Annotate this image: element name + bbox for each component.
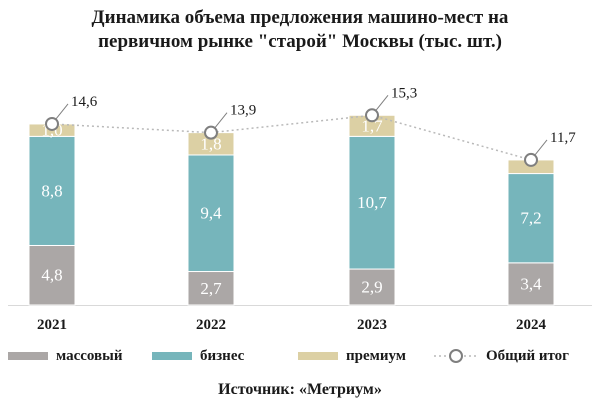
total-leader-2021 (55, 103, 69, 120)
chart-title-line-2: первичном рынке "старой" Москвы (тыс. шт… (98, 31, 502, 52)
total-label-2022: 13,9 (230, 103, 256, 119)
total-leader-2023 (375, 94, 389, 111)
total-label-2021: 14,6 (71, 94, 98, 110)
legend-label-mass: массовый (56, 348, 123, 364)
x-tick-label-2021: 2021 (37, 317, 67, 333)
legend-label-total: Общий итог (486, 348, 569, 364)
total-marker-2021 (45, 116, 59, 131)
legend-swatch-premium (298, 352, 338, 360)
data-label-mass-2022: 2,7 (200, 279, 222, 298)
chart-title-line-1: Динамика объема предложения машино-мест … (91, 7, 509, 28)
chart-title: Динамика объема предложения машино-мест … (0, 6, 600, 54)
legend-label-premium: премиум (346, 348, 406, 364)
bar-business-2023 (348, 135, 396, 270)
data-label-mass-2021: 4,8 (41, 266, 62, 285)
total-leader-2024 (534, 139, 548, 156)
data-label-mass-2023: 2,9 (361, 278, 382, 297)
data-label-business-2021: 8,8 (41, 181, 62, 200)
bar-business-2022 (187, 154, 235, 273)
total-marker-2024 (524, 152, 538, 167)
bar-business-2024 (507, 173, 555, 264)
x-tick-label-2023: 2023 (357, 317, 387, 333)
data-label-mass-2024: 3,4 (520, 274, 542, 293)
data-label-business-2023: 10,7 (357, 193, 387, 212)
total-marker-2023 (365, 108, 379, 123)
x-tick-label-2024: 2024 (516, 317, 547, 333)
bar-mass-2021 (28, 244, 76, 306)
total-label-2023: 15,3 (391, 85, 417, 101)
total-line (51, 114, 532, 161)
legend-swatch-business (152, 352, 192, 360)
bar-mass-2024 (507, 262, 555, 306)
total-marker-2022 (204, 125, 218, 140)
legend-label-business: бизнес (200, 348, 245, 364)
total-label-2024: 11,7 (550, 130, 576, 146)
total-leader-2022 (214, 112, 228, 128)
legend-swatch-total-marker (449, 349, 463, 363)
data-label-business-2024: 7,2 (520, 209, 541, 228)
data-label-premium-2022: 1,8 (200, 134, 221, 153)
data-label-business-2022: 9,4 (200, 204, 222, 223)
legend-swatch-mass (8, 352, 48, 360)
source-note: Источник: «Метриум» (218, 381, 382, 398)
data-label-premium-2023: 1,7 (361, 116, 383, 135)
x-tick-label-2022: 2022 (196, 317, 226, 333)
